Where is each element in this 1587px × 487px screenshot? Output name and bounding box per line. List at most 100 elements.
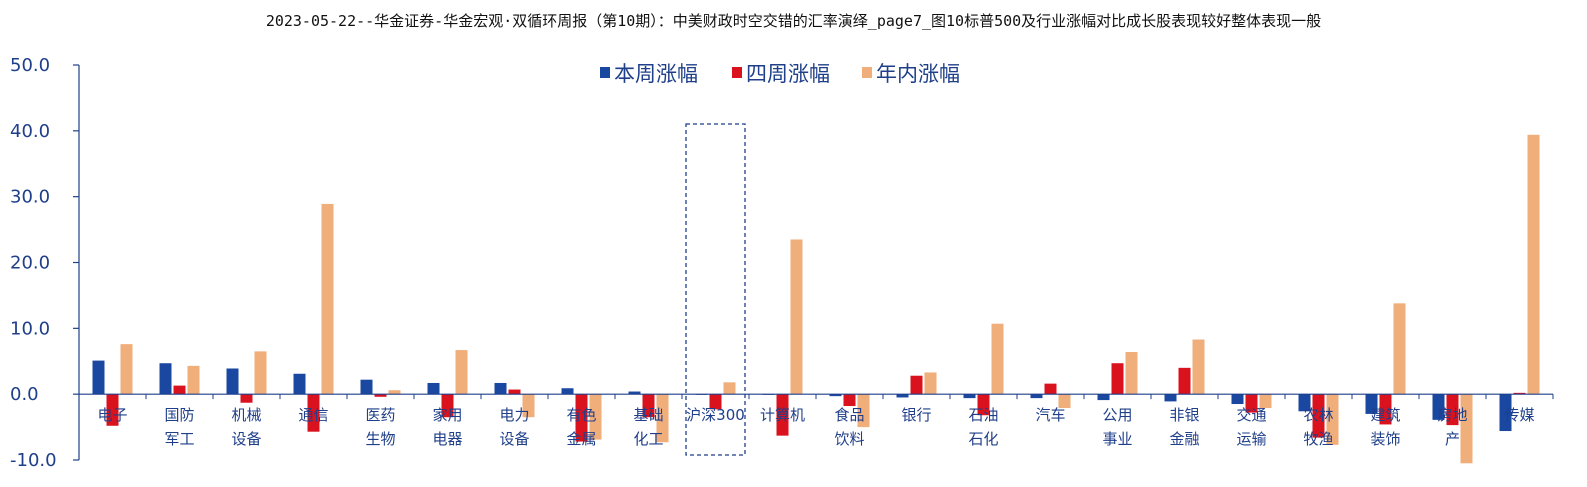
highlight-box-group [685,123,746,456]
x-tick-label: 军工 [164,430,194,448]
x-tick-label: 金属 [566,430,596,448]
x-tick-label: 传媒 [1504,406,1534,424]
bar-series-2-21 [1446,394,1459,426]
bar-series-2-1 [106,394,119,426]
bar-series-3-11 [790,239,803,395]
x-tick-label: 交通 [1236,406,1266,424]
y-tick-label: 50.0 [10,55,50,76]
bar-series-2-22 [1513,392,1526,395]
x-tick-label: 饮料 [834,430,864,448]
x-tick-label: 建筑 [1370,406,1400,424]
bar-series-3-18 [1259,394,1272,408]
x-tick-label: 非银 [1169,406,1199,424]
y-tick-label: 10.0 [10,318,50,339]
bar-series-3-5 [388,390,401,395]
bar-series-3-4 [321,203,334,395]
bar-series-1-8 [561,388,574,395]
bar-series-2-12 [843,394,856,407]
bar-series-2-15 [1044,383,1057,395]
bar-series-2-14 [977,394,990,416]
bar-series-2-10 [709,394,722,410]
bar-series-1-13 [896,394,909,398]
x-tick-label: 电力 [499,406,529,424]
bar-series-1-3 [226,368,239,395]
bar-series-2-9 [642,394,655,418]
bar-series-2-20 [1379,394,1392,425]
legend-label-2: 四周涨幅 [746,62,830,86]
highlight-box [685,123,746,456]
x-tick-label: 公用 [1102,406,1132,424]
legend-swatch-1 [600,67,610,78]
page-title: 2023-05-22--华金证券-华金宏观·双循环周报（第10期）：中美财政时空… [265,12,1322,30]
bar-series-1-15 [1030,394,1043,399]
bar-series-1-1 [92,360,105,395]
x-tick-label: 生物 [365,430,395,448]
bar-series-1-14 [963,394,976,399]
bar-series-2-2 [173,385,186,395]
x-tick-label: 国防 [164,406,194,424]
bar-series-3-1 [120,344,133,395]
bar-series-3-7 [522,394,535,418]
bar-series-3-21 [1460,394,1473,464]
bar-series-2-19 [1312,394,1325,438]
bar-series-3-20 [1393,303,1406,395]
bar-series-1-18 [1231,394,1244,405]
x-tick-label: 牧渔 [1303,430,1333,448]
bar-series-3-19 [1326,394,1339,445]
bar-series-3-13 [924,372,937,395]
bar-series-3-3 [254,351,267,395]
x-tick-label: 汽车 [1035,406,1065,424]
x-tick-label: 石油 [968,406,998,424]
x-tick-label: 石化 [968,430,998,448]
bar-series-3-14 [991,323,1004,395]
x-tick-label: 银行 [901,406,931,424]
x-tick-label: 机械 [231,406,261,424]
x-tick-label: 电器 [432,430,462,448]
legend: 本周涨幅 四周涨幅 年内涨幅 [600,62,960,86]
y-axis: -10.0 0.0 10.0 20.0 30.0 40.0 50.0 [10,55,80,471]
bar-series-3-17 [1192,339,1205,395]
bar-series-2-13 [910,375,923,395]
bar-series-2-8 [575,394,588,442]
bar-series-2-3 [240,394,253,403]
bar-series-1-12 [829,394,842,397]
bar-series-1-20 [1365,394,1378,414]
x-tick-label: 沪深300 [686,406,745,424]
y-tick-label: 30.0 [10,187,50,208]
y-tick-label: -10.0 [10,450,57,471]
bar-series-1-22 [1499,394,1512,432]
legend-swatch-3 [862,67,872,78]
bar-series-3-2 [187,365,200,395]
bar-series-2-6 [441,394,454,418]
bar-series-3-6 [455,350,468,395]
x-tick-label: 化工 [633,430,663,448]
bar-series-1-16 [1097,394,1110,401]
bars [92,134,1540,464]
bar-series-1-7 [494,382,507,395]
bar-series-2-18 [1245,394,1258,413]
x-tick-label: 金融 [1169,430,1199,448]
bar-series-2-7 [508,389,521,395]
bar-series-2-4 [307,394,320,432]
x-tick-label: 房地 [1437,406,1467,424]
x-tick-label: 计算机 [760,406,805,424]
x-tick-label: 运输 [1236,430,1266,448]
bar-series-1-19 [1298,394,1311,412]
x-tick-label: 装饰 [1370,430,1400,448]
y-tick-label: 0.0 [10,384,39,405]
legend-label-1: 本周涨幅 [614,62,698,86]
y-tick-label: 20.0 [10,253,50,274]
x-tick-label: 电子 [97,406,127,424]
x-tick-label: 有色 [566,406,596,424]
x-tick-label: 家用 [432,406,462,424]
bar-series-1-6 [427,382,440,395]
bar-series-1-4 [293,373,306,395]
legend-label-3: 年内涨幅 [876,62,960,86]
legend-swatch-2 [732,67,742,78]
bar-series-3-16 [1125,352,1138,395]
bar-series-1-5 [360,379,373,395]
bar-series-1-17 [1164,394,1177,402]
bar-series-1-9 [628,391,641,395]
